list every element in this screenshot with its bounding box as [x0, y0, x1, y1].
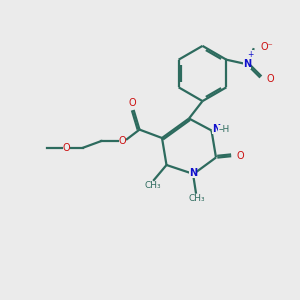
Text: O: O	[63, 142, 70, 153]
Text: O: O	[118, 136, 126, 146]
Text: –H: –H	[218, 125, 230, 134]
Text: +: +	[247, 50, 254, 58]
Text: N: N	[243, 59, 251, 69]
Text: N: N	[212, 124, 220, 134]
Text: O: O	[236, 151, 244, 161]
Text: O⁻: O⁻	[261, 42, 274, 52]
Text: CH₃: CH₃	[144, 182, 161, 190]
Text: O: O	[128, 98, 136, 109]
Text: N: N	[189, 168, 197, 178]
Text: CH₃: CH₃	[188, 194, 205, 203]
Text: O: O	[266, 74, 274, 84]
